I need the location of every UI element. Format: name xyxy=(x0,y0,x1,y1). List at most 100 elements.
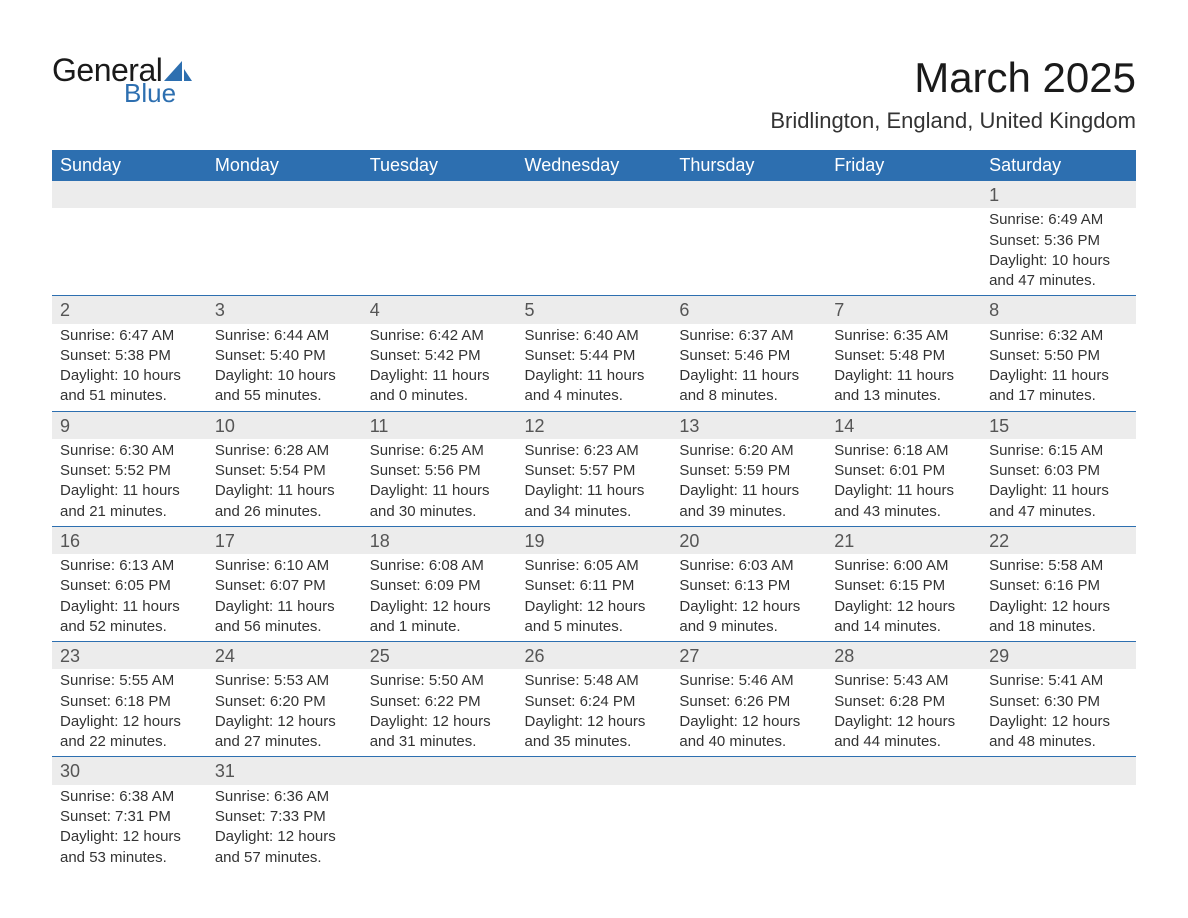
sunset-text: Sunset: 6:05 PM xyxy=(60,576,199,596)
day-detail-cell: Sunrise: 6:20 AMSunset: 5:59 PMDaylight:… xyxy=(671,439,826,527)
location-text: Bridlington, England, United Kingdom xyxy=(770,108,1136,134)
daylight-text: Daylight: 12 hours and 14 minutes. xyxy=(834,597,973,638)
day-number-cell xyxy=(671,181,826,208)
day-header: Friday xyxy=(826,150,981,181)
sunset-text: Sunset: 6:16 PM xyxy=(989,576,1128,596)
day-number-cell: 7 xyxy=(826,296,981,324)
day-detail-cell: Sunrise: 6:18 AMSunset: 6:01 PMDaylight:… xyxy=(826,439,981,527)
day-detail-cell xyxy=(671,785,826,872)
sunrise-text: Sunrise: 6:03 AM xyxy=(679,556,818,576)
day-number-cell: 21 xyxy=(826,526,981,554)
day-number-cell: 27 xyxy=(671,642,826,670)
sunset-text: Sunset: 6:11 PM xyxy=(525,576,664,596)
day-detail-cell: Sunrise: 6:49 AMSunset: 5:36 PMDaylight:… xyxy=(981,208,1136,296)
daylight-text: Daylight: 10 hours and 51 minutes. xyxy=(60,366,199,407)
day-header: Tuesday xyxy=(362,150,517,181)
day-number-cell: 13 xyxy=(671,411,826,439)
sunset-text: Sunset: 6:07 PM xyxy=(215,576,354,596)
daylight-text: Daylight: 11 hours and 56 minutes. xyxy=(215,597,354,638)
sunrise-text: Sunrise: 6:32 AM xyxy=(989,326,1128,346)
day-detail-cell xyxy=(517,785,672,872)
day-number-cell: 5 xyxy=(517,296,672,324)
day-detail-cell xyxy=(207,208,362,296)
day-header: Wednesday xyxy=(517,150,672,181)
daylight-text: Daylight: 11 hours and 4 minutes. xyxy=(525,366,664,407)
sunrise-text: Sunrise: 6:20 AM xyxy=(679,441,818,461)
daylight-text: Daylight: 11 hours and 26 minutes. xyxy=(215,481,354,522)
day-detail-cell xyxy=(362,208,517,296)
day-detail-cell: Sunrise: 5:46 AMSunset: 6:26 PMDaylight:… xyxy=(671,669,826,757)
daylight-text: Daylight: 12 hours and 53 minutes. xyxy=(60,827,199,868)
detail-row: Sunrise: 6:38 AMSunset: 7:31 PMDaylight:… xyxy=(52,785,1136,872)
daylight-text: Daylight: 11 hours and 17 minutes. xyxy=(989,366,1128,407)
day-number-cell: 2 xyxy=(52,296,207,324)
day-detail-cell xyxy=(362,785,517,872)
daylight-text: Daylight: 12 hours and 9 minutes. xyxy=(679,597,818,638)
daylight-text: Daylight: 12 hours and 18 minutes. xyxy=(989,597,1128,638)
day-number-cell: 29 xyxy=(981,642,1136,670)
sunrise-text: Sunrise: 6:00 AM xyxy=(834,556,973,576)
day-detail-cell: Sunrise: 6:47 AMSunset: 5:38 PMDaylight:… xyxy=(52,324,207,412)
daynum-row: 9101112131415 xyxy=(52,411,1136,439)
day-detail-cell: Sunrise: 6:05 AMSunset: 6:11 PMDaylight:… xyxy=(517,554,672,642)
sunset-text: Sunset: 7:33 PM xyxy=(215,807,354,827)
day-detail-cell: Sunrise: 6:25 AMSunset: 5:56 PMDaylight:… xyxy=(362,439,517,527)
day-number-cell: 15 xyxy=(981,411,1136,439)
day-number-cell: 6 xyxy=(671,296,826,324)
day-header: Monday xyxy=(207,150,362,181)
day-number-cell: 4 xyxy=(362,296,517,324)
day-number-cell: 26 xyxy=(517,642,672,670)
logo-word-blue: Blue xyxy=(124,80,192,106)
sunset-text: Sunset: 6:03 PM xyxy=(989,461,1128,481)
day-number-cell xyxy=(362,181,517,208)
sunset-text: Sunset: 5:54 PM xyxy=(215,461,354,481)
sunrise-text: Sunrise: 6:49 AM xyxy=(989,210,1128,230)
day-number-cell: 8 xyxy=(981,296,1136,324)
sunset-text: Sunset: 6:26 PM xyxy=(679,692,818,712)
day-number-cell: 28 xyxy=(826,642,981,670)
sunrise-text: Sunrise: 6:23 AM xyxy=(525,441,664,461)
day-number-cell xyxy=(362,757,517,785)
day-detail-cell: Sunrise: 6:00 AMSunset: 6:15 PMDaylight:… xyxy=(826,554,981,642)
daylight-text: Daylight: 11 hours and 0 minutes. xyxy=(370,366,509,407)
day-number-cell: 16 xyxy=(52,526,207,554)
day-detail-cell: Sunrise: 6:03 AMSunset: 6:13 PMDaylight:… xyxy=(671,554,826,642)
daylight-text: Daylight: 11 hours and 13 minutes. xyxy=(834,366,973,407)
sunrise-text: Sunrise: 6:42 AM xyxy=(370,326,509,346)
sunrise-text: Sunrise: 6:10 AM xyxy=(215,556,354,576)
day-detail-cell xyxy=(826,208,981,296)
detail-row: Sunrise: 6:13 AMSunset: 6:05 PM Daylight:… xyxy=(52,554,1136,642)
day-detail-cell: Sunrise: 5:53 AMSunset: 6:20 PMDaylight:… xyxy=(207,669,362,757)
day-number-cell: 24 xyxy=(207,642,362,670)
sunrise-text: Sunrise: 6:25 AM xyxy=(370,441,509,461)
daylight-text: Daylight: 11 hours and 43 minutes. xyxy=(834,481,973,522)
sunset-text: Sunset: 6:18 PM xyxy=(60,692,199,712)
sunrise-text: Sunrise: 5:41 AM xyxy=(989,671,1128,691)
day-number-cell xyxy=(517,757,672,785)
sunrise-text: Sunrise: 6:13 AM xyxy=(60,556,199,576)
day-detail-cell: Sunrise: 6:08 AMSunset: 6:09 PMDaylight:… xyxy=(362,554,517,642)
sunset-text: Sunset: 5:36 PM xyxy=(989,231,1128,251)
daylight-text: Daylight: 12 hours and 22 minutes. xyxy=(60,712,199,753)
sunrise-text: Sunrise: 6:36 AM xyxy=(215,787,354,807)
day-number-cell: 19 xyxy=(517,526,672,554)
sunset-text: Sunset: 7:31 PM xyxy=(60,807,199,827)
daylight-text: Daylight: 12 hours and 57 minutes. xyxy=(215,827,354,868)
sunset-text: Sunset: 5:42 PM xyxy=(370,346,509,366)
day-number-cell: 30 xyxy=(52,757,207,785)
sunset-text: Sunset: 6:22 PM xyxy=(370,692,509,712)
sunrise-text: Sunrise: 5:48 AM xyxy=(525,671,664,691)
sunset-text: Sunset: 6:20 PM xyxy=(215,692,354,712)
sunset-text: Sunset: 5:40 PM xyxy=(215,346,354,366)
day-number-cell: 23 xyxy=(52,642,207,670)
day-detail-cell: Sunrise: 6:36 AMSunset: 7:33 PMDaylight:… xyxy=(207,785,362,872)
day-detail-cell: Sunrise: 6:40 AMSunset: 5:44 PMDaylight:… xyxy=(517,324,672,412)
day-number-cell: 17 xyxy=(207,526,362,554)
sunset-text: Sunset: 5:50 PM xyxy=(989,346,1128,366)
daylight-text: Daylight: 11 hours and 8 minutes. xyxy=(679,366,818,407)
day-number-cell: 11 xyxy=(362,411,517,439)
day-detail-cell: Sunrise: 5:58 AMSunset: 6:16 PMDaylight:… xyxy=(981,554,1136,642)
sunset-text: Sunset: 5:56 PM xyxy=(370,461,509,481)
sunrise-text: Sunrise: 6:37 AM xyxy=(679,326,818,346)
daylight-text: Daylight: 12 hours and 5 minutes. xyxy=(525,597,664,638)
